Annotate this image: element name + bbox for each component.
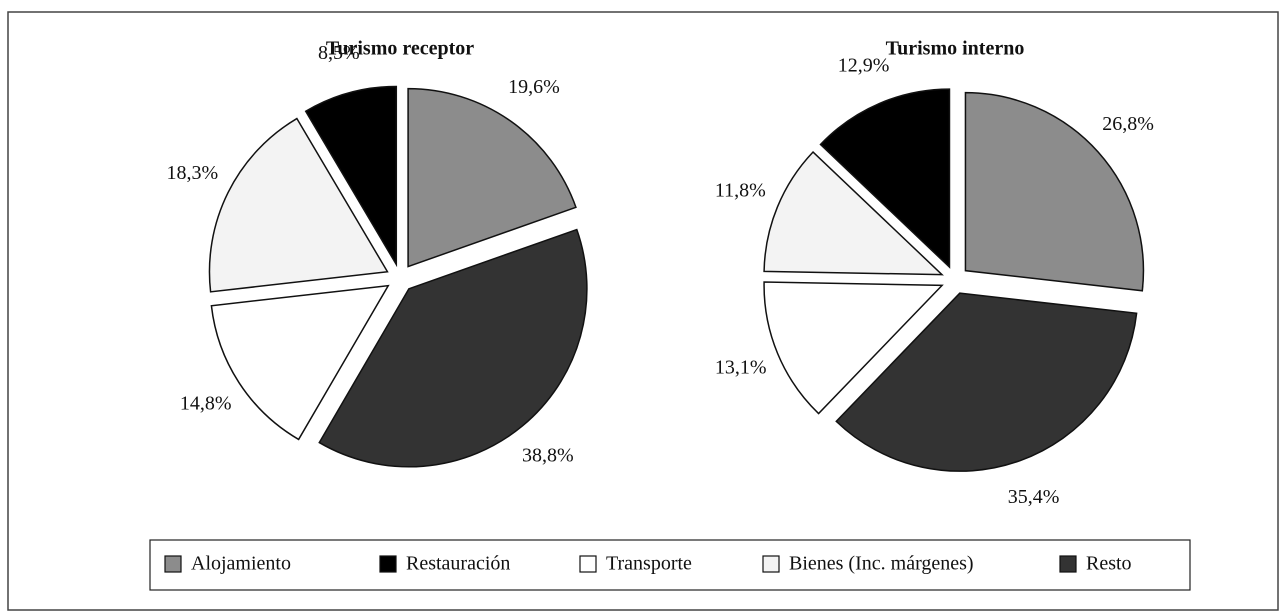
chart-title: Turismo interno <box>886 38 1025 60</box>
legend-label: Restauración <box>406 553 510 575</box>
data-label: 8,5% <box>318 42 360 64</box>
pie-slice <box>407 87 577 268</box>
legend-label: Bienes (Inc. márgenes) <box>789 553 974 575</box>
legend-box <box>149 539 1191 591</box>
pie-slice <box>304 85 398 268</box>
data-label: 18,3% <box>166 162 218 184</box>
chart-title: Turismo receptor <box>326 38 474 60</box>
frame <box>7 11 1279 611</box>
legend-swatch <box>164 555 182 573</box>
pie-slice <box>318 228 588 468</box>
pie-slice <box>763 281 944 415</box>
data-label: 26,8% <box>1102 113 1154 135</box>
data-label: 38,8% <box>522 444 574 466</box>
pie-slice <box>964 91 1145 292</box>
pie-slice <box>210 284 390 441</box>
pie-slice <box>835 292 1138 472</box>
legend-swatch <box>1059 555 1077 573</box>
legend-swatch <box>762 555 780 573</box>
legend-label: Alojamiento <box>191 553 291 575</box>
pie-slice <box>208 117 389 293</box>
pie-slice <box>763 150 944 276</box>
legend-label: Resto <box>1086 553 1132 575</box>
data-label: 11,8% <box>715 179 766 201</box>
legend-swatch <box>579 555 597 573</box>
legend-label: Transporte <box>606 553 692 575</box>
legend-swatch <box>379 555 397 573</box>
pie-slice <box>819 88 951 269</box>
data-label: 19,6% <box>508 76 560 98</box>
data-label: 12,9% <box>838 54 890 76</box>
data-label: 13,1% <box>715 356 767 378</box>
data-label: 35,4% <box>1008 486 1060 508</box>
data-label: 14,8% <box>180 392 232 414</box>
